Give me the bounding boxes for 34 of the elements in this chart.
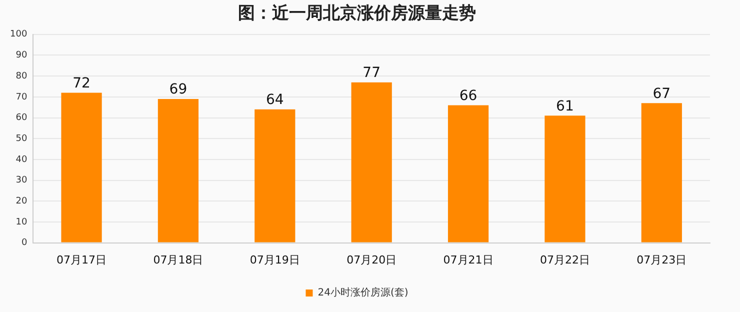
- data-label: 64: [266, 92, 284, 108]
- bar: [158, 99, 199, 242]
- y-tick-label: 0: [21, 238, 28, 248]
- bar: [61, 92, 102, 242]
- chart-title: 图：近一周北京涨价房源量走势: [238, 4, 476, 24]
- y-tick-label: 50: [16, 134, 28, 144]
- x-tick-label: 07月19日: [250, 253, 300, 266]
- y-tick-label: 70: [16, 92, 28, 102]
- data-label: 66: [459, 88, 478, 104]
- y-tick-label: 40: [16, 154, 28, 165]
- x-tick-label: 07月20日: [346, 253, 397, 266]
- bar: [351, 82, 392, 242]
- x-tick-label: 07月18日: [153, 253, 204, 266]
- bar: [641, 103, 682, 242]
- data-label: 72: [72, 75, 90, 92]
- y-tick-label: 100: [10, 30, 28, 40]
- data-label: 69: [169, 82, 188, 98]
- bar: [448, 105, 489, 242]
- x-tick-label: 07月23日: [636, 253, 687, 266]
- y-tick-label: 60: [16, 113, 28, 124]
- y-tick-label: 90: [16, 50, 28, 61]
- y-tick-label: 80: [16, 71, 28, 82]
- data-label: 67: [652, 86, 671, 102]
- x-tick-label: 07月21日: [443, 253, 494, 266]
- data-label: 61: [556, 98, 574, 114]
- x-tick-label: 07月17日: [56, 253, 107, 266]
- y-tick-label: 10: [16, 217, 28, 228]
- x-tick-label: 07月22日: [540, 253, 590, 266]
- bar: [544, 116, 586, 242]
- bar: [254, 109, 296, 242]
- legend-label: 24小时涨价房源(套): [318, 286, 408, 299]
- data-label: 77: [362, 64, 381, 81]
- y-tick-label: 20: [16, 196, 28, 206]
- y-tick-label: 30: [16, 176, 28, 186]
